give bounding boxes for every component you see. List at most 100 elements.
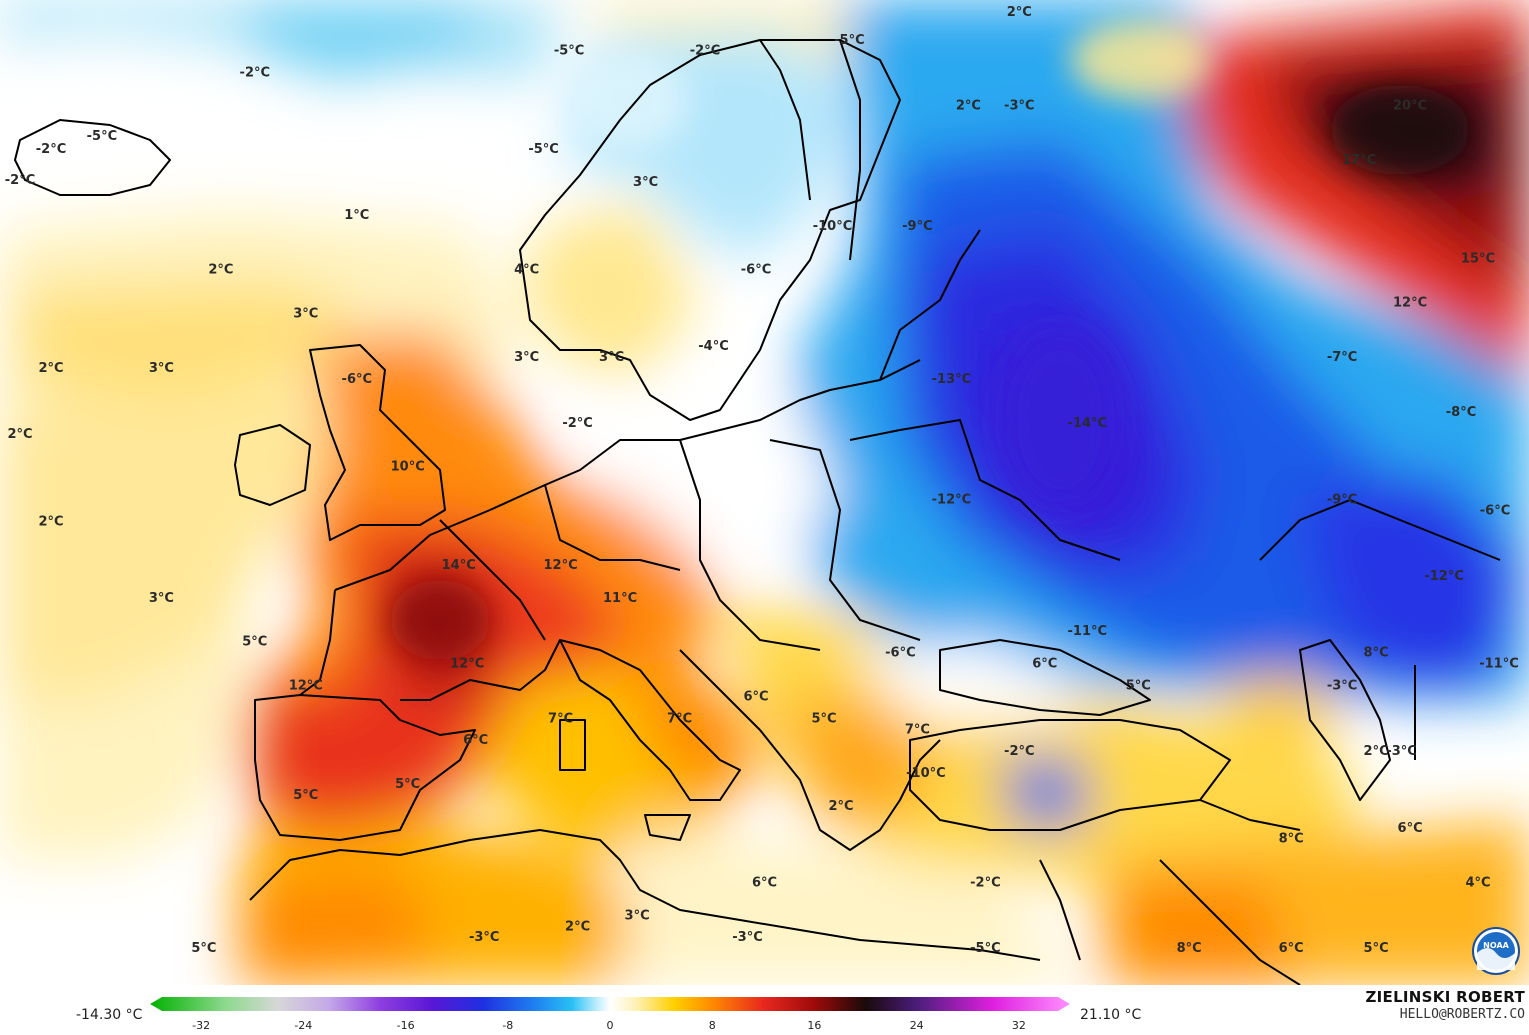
temperature-label: 3°C [633, 175, 658, 190]
central-border [679, 439, 821, 651]
temperature-label: -5°C [87, 129, 117, 144]
temperature-label: 4°C [514, 263, 539, 278]
italy-outline [559, 639, 741, 801]
temperature-label: 3°C [149, 361, 174, 376]
author-email[interactable]: HELLO@ROBERTZ.CO [1399, 1007, 1525, 1022]
temperature-label: 5°C [191, 941, 216, 956]
temperature-label: 12°C [289, 679, 323, 694]
temperature-label: 5°C [811, 711, 836, 726]
temperature-label: -5°C [834, 33, 864, 48]
middle-east-border [1159, 859, 1301, 985]
temperature-label: 4°C [1465, 876, 1490, 891]
temperature-label: 6°C [743, 689, 768, 704]
colorbar-tick-label: -32 [192, 1019, 211, 1032]
temperature-label: -2°C [970, 876, 1000, 891]
anomaly-field-detail [390, 20, 1470, 660]
temperature-label: 8°C [1177, 941, 1202, 956]
legend-max-label: 21.10 °C [1080, 1007, 1142, 1023]
temperature-label: 5°C [1126, 679, 1151, 694]
colorbar-gradient [150, 997, 1070, 1011]
germany-border-west [544, 484, 681, 571]
temperature-label: -9°C [902, 219, 932, 234]
colorbar [150, 997, 1070, 1011]
temperature-label: -11°C [1479, 657, 1519, 672]
temperature-label: -4°C [698, 339, 728, 354]
temperature-label: 7°C [905, 722, 930, 737]
colorbar-tick-label: 16 [807, 1019, 822, 1032]
legend-min-label: -14.30 °C [76, 1007, 143, 1023]
poland-border [769, 439, 921, 641]
temperature-label: 3°C [599, 350, 624, 365]
kazakh-border [1259, 499, 1501, 561]
temperature-label: -3°C [1386, 744, 1416, 759]
temperature-label: 5°C [395, 777, 420, 792]
temperature-anomaly-map[interactable]: -2°C -5°C -2°C 1°C 2°C 3°C 2°C 3°C 2°C 2°C 3°C -6°C… [0, 0, 1529, 985]
temperature-label: -5°C [528, 142, 558, 157]
caspian-sea-outline [1299, 639, 1391, 801]
colorbar-tick-label: -8 [502, 1019, 514, 1032]
author-name: ZIELINSKI ROBERT [1365, 988, 1525, 1006]
colorbar-tick-label: 8 [708, 1019, 716, 1032]
temperature-label: 2°C [1364, 744, 1389, 759]
temperature-label: 2°C [828, 799, 853, 814]
temperature-label: -3°C [1327, 679, 1357, 694]
temperature-label: -8°C [1446, 405, 1476, 420]
finland-russia-border [839, 39, 861, 261]
temperature-label: 2°C [38, 514, 63, 529]
temperature-label: -6°C [741, 263, 771, 278]
belarus-border [849, 419, 1121, 561]
colorbar-tick-label: 0 [606, 1019, 614, 1032]
temperature-label: 8°C [1279, 832, 1304, 847]
temperature-label: 12°C [1393, 295, 1427, 310]
temperature-label: 15°C [1461, 252, 1495, 267]
map-canvas: -2°C -5°C -2°C 1°C 2°C 3°C 2°C 3°C 2°C 2°C 3°C -6°C… [0, 0, 1529, 985]
temperature-label: 3°C [514, 350, 539, 365]
colorbar-tick-label: 24 [909, 1019, 924, 1032]
temperature-label: 17°C [1342, 153, 1376, 168]
north-africa-coast [249, 829, 1041, 961]
temperature-label: -14°C [1068, 416, 1108, 431]
temperature-label: 6°C [1032, 657, 1057, 672]
france-border [439, 519, 546, 641]
temperature-label: 2°C [38, 361, 63, 376]
temperature-label: -2°C [690, 44, 720, 59]
iberia-outline [254, 694, 476, 841]
temperature-label: 20°C [1393, 98, 1427, 113]
temperature-label: 10°C [391, 460, 425, 475]
temperature-label: 5°C [293, 788, 318, 803]
pyrenees-med-coast [400, 639, 561, 701]
temperature-label: 2°C [208, 263, 233, 278]
scandinavia-outline [519, 39, 901, 421]
temperature-label: 14°C [442, 558, 476, 573]
temperature-label: -9°C [1327, 492, 1357, 507]
noaa-logo-text: NOAA [1483, 941, 1509, 950]
temperature-label: 2°C [7, 427, 32, 442]
temperature-label: 12°C [450, 657, 484, 672]
country-borders [14, 39, 1501, 985]
temperature-label: -7°C [1327, 350, 1357, 365]
colorbar-tick-label: -24 [294, 1019, 313, 1032]
sweden-finland-border [759, 39, 811, 201]
temperature-label: -6°C [1480, 503, 1510, 518]
temperature-label: 2°C [565, 919, 590, 934]
temperature-label: 5°C [1364, 941, 1389, 956]
temperature-label: -2°C [5, 173, 35, 188]
temperature-label: -6°C [342, 372, 372, 387]
iran-border [1199, 799, 1301, 831]
temperature-label: 7°C [548, 711, 573, 726]
temperature-label: -2°C [36, 142, 66, 157]
temperature-label: 11°C [603, 591, 637, 606]
temperature-label: -2°C [1004, 744, 1034, 759]
temperature-label: 7°C [667, 711, 692, 726]
baltic-border [879, 229, 981, 381]
temperature-label: 2°C [1007, 5, 1032, 20]
colorbar-tick-label: 32 [1011, 1019, 1026, 1032]
sicily-outline [644, 814, 691, 841]
temperature-label: -3°C [1004, 98, 1034, 113]
temperature-label: 2°C [956, 98, 981, 113]
great-britain-outline [309, 344, 446, 541]
north-coast-outline [334, 359, 921, 591]
legend-bar: -14.30 °C -32 -24 -16 -8 0 8 16 24 32 21.10 °C Z… [0, 985, 1529, 1035]
temperature-label: 8°C [1364, 646, 1389, 661]
sardinia-outline [559, 719, 586, 771]
